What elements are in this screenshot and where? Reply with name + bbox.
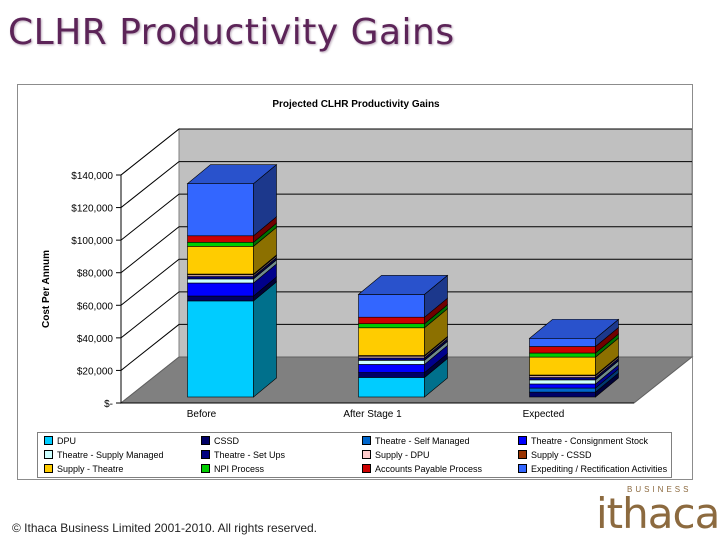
legend-swatch: [44, 450, 53, 459]
legend-swatch: [518, 450, 527, 459]
chart-title: Projected CLHR Productivity Gains: [272, 99, 440, 110]
legend-label: Theatre - Set Ups: [214, 450, 286, 460]
bar-segment-2-1: [358, 377, 425, 398]
bar-segment-2-5: [358, 360, 425, 365]
bar-top-1: [186, 164, 278, 184]
bar-segment-3-9: [529, 356, 596, 376]
bar-side-1-1: [253, 281, 277, 398]
gridline: [120, 226, 692, 274]
bar-segment-2-6: [358, 357, 425, 361]
legend-label: CSSD: [214, 436, 240, 446]
chart-frame: Projected CLHR Productivity Gains $- $20,0…: [17, 84, 694, 480]
logo-business-text: BUSINESS: [627, 485, 692, 494]
legend-item: CSSD: [201, 436, 239, 446]
legend-item: Accounts Payable Process: [362, 464, 482, 474]
legend-swatch: [201, 436, 210, 445]
legend-item: Theatre - Consignment Stock: [518, 436, 648, 446]
bar-segment-3-5: [529, 379, 596, 385]
legend-label: Supply - Theatre: [57, 464, 124, 474]
y-tick-label: $140,000: [71, 171, 113, 182]
gridline: [120, 161, 692, 208]
legend-item: Theatre - Set Ups: [201, 450, 285, 460]
bar-segment-3-10: [529, 352, 596, 358]
legend-swatch: [44, 436, 53, 445]
legend-label: DPU: [57, 436, 77, 446]
legend-item: DPU: [44, 436, 76, 446]
legend-item: Supply - CSSD: [518, 450, 592, 460]
legend-item: Expediting / Rectification Activities: [518, 464, 667, 474]
y-tick-label: $60,000: [77, 301, 114, 312]
chart-legend: DPU CSSD Theatre - Self Managed Theatre - C…: [37, 432, 672, 478]
y-tick-label: $80,000: [77, 269, 114, 280]
gridline: [120, 258, 692, 306]
slide-title: CLHR Productivity Gains: [8, 12, 455, 53]
bar-segment-1-2: [187, 295, 254, 302]
legend-swatch: [362, 464, 371, 473]
bar-segment-2-10: [358, 323, 425, 329]
gridline: [120, 128, 692, 176]
bar-segment-2-2: [358, 372, 425, 378]
bar-segment-2-4: [358, 364, 425, 373]
bar-segment-1-11: [187, 235, 254, 243]
legend-label: NPI Process: [214, 464, 265, 474]
legend-swatch: [518, 436, 527, 445]
copyright-footer: © Ithaca Business Limited 2001-2010. All…: [12, 521, 318, 535]
legend-label: Expediting / Rectification Activities: [531, 464, 668, 474]
legend-item: Theatre - Supply Managed: [44, 450, 164, 460]
gridline: [120, 291, 692, 339]
legend-item: Supply - Theatre: [44, 464, 123, 474]
bar-segment-1-12: [187, 183, 254, 237]
gridline: [120, 193, 692, 241]
bar-segment-1-5: [187, 278, 254, 284]
chart-svg: Projected CLHR Productivity Gains $- $20,0…: [41, 99, 694, 420]
legend-swatch: [201, 464, 210, 473]
y-tick-label: $120,000: [71, 204, 113, 215]
bar-segment-3-2: [529, 391, 596, 398]
legend-label: Theatre - Supply Managed: [57, 450, 164, 460]
legend-label: Accounts Payable Process: [375, 464, 483, 474]
y-tick-label: $20,000: [77, 366, 114, 377]
legend-label: Supply - CSSD: [531, 450, 592, 460]
bar-segment-2-9: [358, 327, 425, 356]
y-tick-label: $100,000: [71, 236, 113, 247]
bar-segment-1-4: [187, 282, 254, 297]
category-label: After Stage 1: [343, 409, 402, 420]
bar-segment-3-12: [529, 338, 596, 347]
category-label: Before: [187, 409, 217, 420]
bar-top-3: [528, 319, 620, 339]
ithaca-logo: ithaca: [596, 489, 720, 538]
legend-swatch: [362, 450, 371, 459]
bar-segment-1-1: [187, 300, 254, 398]
legend-item: NPI Process: [201, 464, 264, 474]
bar-segment-1-6: [187, 276, 254, 280]
legend-label: Theatre - Consignment Stock: [531, 436, 649, 446]
bar-segment-3-3: [529, 387, 596, 393]
legend-swatch: [201, 450, 210, 459]
gridline: [120, 323, 692, 371]
y-tick-label: $-: [104, 399, 113, 410]
legend-label: Supply - DPU: [375, 450, 430, 460]
bar-segment-2-12: [358, 294, 425, 318]
legend-swatch: [518, 464, 527, 473]
legend-swatch: [362, 436, 371, 445]
category-label: Expected: [523, 409, 565, 420]
y-tick-label: $40,000: [77, 334, 114, 345]
bar-segment-3-4: [529, 383, 596, 389]
bar-segment-2-11: [358, 316, 425, 325]
bar-segment-1-9: [187, 246, 254, 275]
bar-segment-3-11: [529, 346, 596, 354]
bar-segment-3-6: [529, 377, 596, 381]
legend-item: Theatre - Self Managed: [362, 436, 470, 446]
bar-segment-1-10: [187, 241, 254, 247]
legend-swatch: [44, 464, 53, 473]
legend-item: Supply - DPU: [362, 450, 430, 460]
bar-top-2: [357, 275, 449, 295]
legend-label: Theatre - Self Managed: [375, 436, 470, 446]
y-axis-label: Cost Per Annum: [41, 250, 52, 328]
